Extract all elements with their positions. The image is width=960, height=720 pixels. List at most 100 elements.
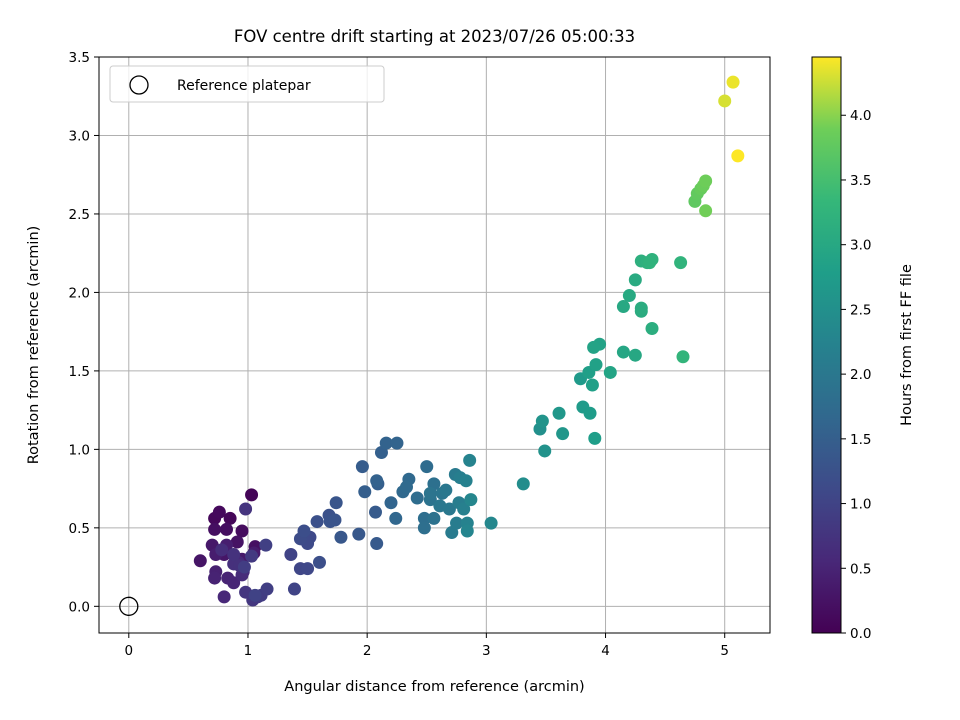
colorbar-tick-label: 4.0 [850,108,871,124]
data-point [297,524,311,538]
data-point [208,571,222,585]
x-tick-label: 1 [244,643,253,659]
colorbar-label: Hours from first FF file [899,264,915,426]
x-axis-ticks: 0 1 2 3 4 5 [124,633,729,659]
data-point [245,488,259,502]
data-point [603,365,617,379]
data-point [643,256,657,270]
data-point [358,485,372,499]
data-point [369,505,383,519]
data-point [628,273,642,287]
data-point [616,300,630,314]
y-axis-ticks: 0.0 0.5 1.0 1.5 2.0 2.5 3.0 3.5 [69,50,99,615]
data-point [589,358,603,372]
chart-title: FOV centre drift starting at 2023/07/26 … [234,27,635,46]
data-point [616,345,630,359]
data-point [310,515,324,529]
data-point [352,527,366,541]
data-point [420,460,434,474]
y-tick-label: 1.5 [69,364,90,380]
data-point [457,502,471,516]
data-point [399,480,413,494]
data-point [312,555,326,569]
x-tick-label: 3 [482,643,491,659]
reference-point-marker [119,596,139,616]
data-point [248,588,262,602]
data-point [259,538,273,552]
x-tick-label: 5 [720,643,729,659]
y-tick-label: 3.5 [69,50,90,66]
data-point [427,511,441,525]
data-point [227,576,241,590]
data-point [676,350,690,364]
data-point [587,340,601,354]
x-tick-label: 0 [124,643,133,659]
data-point [379,436,393,450]
grid [99,56,770,633]
y-tick-label: 3.0 [69,128,90,144]
data-point [459,474,473,488]
data-point [355,460,369,474]
data-point [674,256,688,270]
colorbar-tick-label: 0.5 [850,561,871,577]
data-point [645,322,659,336]
data-point [718,94,732,108]
data-point [237,560,251,574]
data-point [212,505,226,519]
data-point [726,75,740,89]
data-point [538,444,552,458]
y-axis-label: Rotation from reference (arcmin) [26,226,42,465]
y-tick-label: 0.5 [69,521,90,537]
data-point [370,474,384,488]
colorbar-ticks: 0.0 0.5 1.0 1.5 2.0 2.5 3.0 3.5 4.0 [841,108,871,642]
data-point [450,516,464,530]
data-point [699,174,713,188]
data-point [464,493,478,507]
y-tick-label: 2.0 [69,285,90,301]
x-tick-label: 2 [363,643,372,659]
data-point [245,549,259,563]
colorbar-tick-label: 3.0 [850,238,871,254]
data-point [417,521,431,535]
colorbar-tick-label: 0.0 [850,626,871,642]
data-point [552,406,566,420]
data-point [370,537,384,551]
data-point [223,511,237,525]
data-point [220,522,234,536]
data-point [583,406,597,420]
data-point [329,496,343,510]
data-point [235,524,249,538]
data-point [442,502,456,516]
data-point [417,511,431,525]
data-point [556,427,570,441]
colorbar-tick-label: 3.5 [850,173,871,189]
legend-label: Reference platepar [177,78,311,94]
y-tick-label: 0.0 [69,599,90,615]
data-point [535,414,549,428]
data-point [239,502,253,516]
data-point [390,436,404,450]
data-point [284,548,298,562]
data-points [193,75,745,607]
y-tick-label: 2.5 [69,207,90,223]
plot-frame [98,56,771,634]
colorbar: 0.0 0.5 1.0 1.5 2.0 2.5 3.0 3.5 4.0 Hours from f… [811,56,915,642]
data-point [227,548,241,562]
colorbar-tick-label: 1.0 [850,497,871,513]
data-point [260,582,274,596]
data-point [731,149,745,163]
colorbar-tick-label: 2.5 [850,302,871,318]
data-point [699,204,713,218]
data-point [484,516,498,530]
colorbar-tick-label: 1.5 [850,432,871,448]
colorbar-gradient [811,56,842,634]
data-point [215,543,229,557]
data-point [208,522,222,536]
data-point [193,554,207,568]
data-point [410,491,424,505]
legend-marker [129,75,149,95]
data-point [230,535,244,549]
data-point [301,562,315,576]
data-point [634,301,648,315]
data-point [334,530,348,544]
